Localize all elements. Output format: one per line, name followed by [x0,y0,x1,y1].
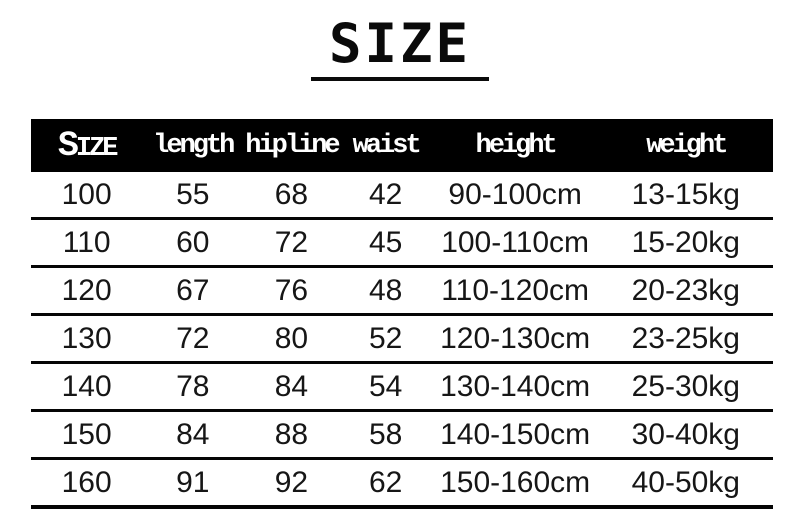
table-row: 100 55 68 42 90-100cm 13-15kg [31,172,773,220]
cell-size: 120 [31,266,143,316]
page-title: SIZE [310,12,490,81]
cell-length: 91 [142,458,244,509]
table-row: 160 91 92 62 150-160cm 40-50kg [31,458,773,509]
cell-weight: 40-50kg [598,458,773,509]
cell-weight: 13-15kg [598,172,773,220]
cell-hipline: 92 [243,458,340,509]
cell-waist: 48 [339,266,432,316]
cell-height: 150-160cm [431,458,599,509]
cell-height: 110-120cm [431,266,599,316]
column-header-height: height [475,130,558,161]
cell-hipline: 72 [243,218,340,268]
cell-height: 130-140cm [431,362,599,412]
column-header-hipline: hipline [245,130,339,161]
column-header-waist: waist [352,130,422,161]
cell-waist: 42 [339,172,432,220]
table-header-row: SIZE length hipline waist height weight [31,119,773,172]
cell-hipline: 88 [243,410,340,460]
title-container: SIZE [0,0,800,81]
cell-weight: 23-25kg [598,314,773,364]
cell-hipline: 80 [243,314,340,364]
cell-height: 140-150cm [431,410,599,460]
cell-size: 150 [31,410,143,460]
cell-waist: 54 [339,362,432,412]
column-header-size: SIZE [57,125,119,166]
cell-size: 100 [31,172,143,220]
cell-weight: 25-30kg [598,362,773,412]
column-header-weight: weight [646,130,728,161]
cell-height: 120-130cm [431,314,599,364]
cell-hipline: 76 [243,266,340,316]
cell-length: 60 [142,218,244,268]
column-header-length: length [153,130,235,161]
size-table: SIZE length hipline waist height weight … [31,119,773,509]
cell-weight: 30-40kg [598,410,773,460]
table-row: 150 84 88 58 140-150cm 30-40kg [31,410,773,460]
table-row: 110 60 72 45 100-110cm 15-20kg [31,218,773,268]
cell-waist: 58 [339,410,432,460]
cell-hipline: 84 [243,362,340,412]
cell-size: 160 [31,458,143,509]
cell-weight: 20-23kg [598,266,773,316]
cell-length: 55 [142,172,244,220]
cell-waist: 45 [339,218,432,268]
cell-waist: 62 [339,458,432,509]
cell-size: 110 [31,218,143,268]
cell-length: 72 [142,314,244,364]
cell-waist: 52 [339,314,432,364]
cell-height: 100-110cm [431,218,599,268]
table-row: 140 78 84 54 130-140cm 25-30kg [31,362,773,412]
cell-length: 67 [142,266,244,316]
cell-length: 84 [142,410,244,460]
table-row: 130 72 80 52 120-130cm 23-25kg [31,314,773,364]
cell-size: 130 [31,314,143,364]
table-row: 120 67 76 48 110-120cm 20-23kg [31,266,773,316]
cell-height: 90-100cm [431,172,599,220]
cell-length: 78 [142,362,244,412]
cell-weight: 15-20kg [598,218,773,268]
cell-hipline: 68 [243,172,340,220]
cell-size: 140 [31,362,143,412]
